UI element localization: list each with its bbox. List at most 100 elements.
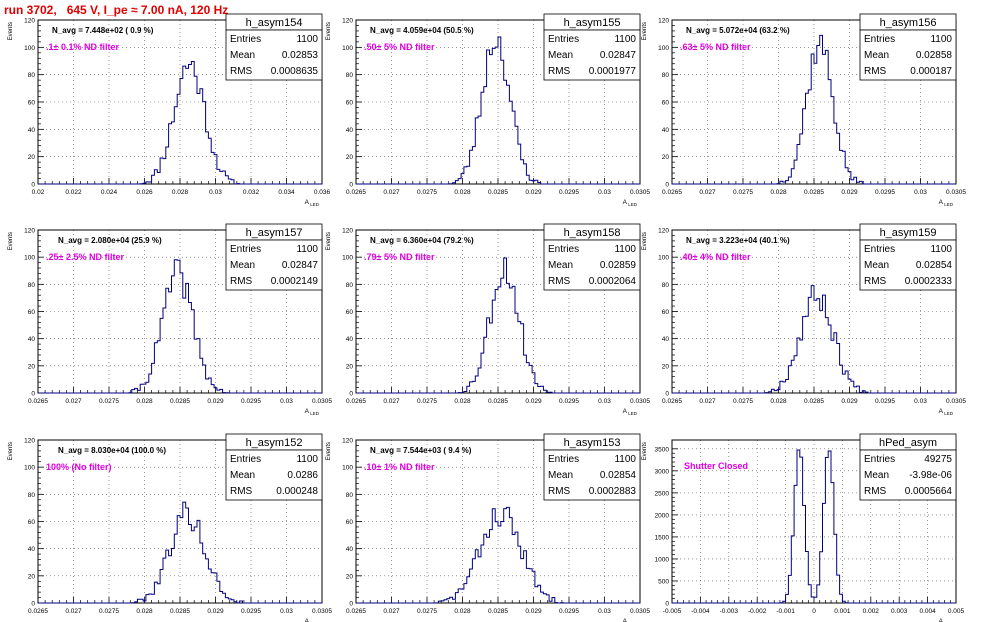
x-tick-label: 0.003 (891, 608, 908, 615)
x-tick-label: 0.027 (383, 398, 400, 405)
n-avg-label: N_avg = 6.360e+04 (79.2 %) (370, 236, 474, 245)
n-avg-label: N_avg = 4.059e+04 (50.5 %) (370, 26, 474, 35)
stats-body-frame (859, 29, 957, 81)
x-tick-label: 0.028 (136, 398, 153, 405)
y-tick-label: 0 (665, 182, 669, 189)
x-tick-label: 0.028 (454, 398, 471, 405)
y-tick-label: 0 (349, 391, 353, 398)
x-tick-label: 0.03 (598, 189, 611, 196)
x-tick-label: 0.029 (207, 398, 224, 405)
x-tick-label: 0.02 (32, 189, 45, 196)
y-tick-label: 40 (28, 127, 36, 134)
n-avg-label: N_avg = 7.448e+02 ( 0.9 %) (52, 26, 154, 35)
x-tick-label: 0.0305 (630, 608, 650, 615)
filter-annotation: .25± 2.5% ND filter (46, 252, 124, 262)
y-tick-label: 0 (31, 182, 35, 189)
x-tick-label: 0.0285 (488, 398, 508, 405)
y-tick-label: 60 (662, 100, 670, 107)
x-tick-label: 0.0295 (241, 608, 261, 615)
y-tick-label: 40 (346, 336, 354, 343)
stats-label-entries: Entries (548, 454, 579, 465)
y-axis-title: Events (642, 442, 648, 460)
n-avg-label: N_avg = 7.544e+03 ( 9.4 %) (370, 446, 472, 455)
x-tick-label: 0.03 (598, 398, 611, 405)
n-avg-label: N_avg = 8.030e+04 (100.0 %) (58, 446, 166, 455)
x-tick-label: 0 (812, 608, 816, 615)
x-tick-label: 0.027 (383, 189, 400, 196)
x-tick-label: 0.034 (278, 189, 295, 196)
stats-value-mean: 0.02847 (282, 260, 319, 271)
stats-value-entries: 1100 (296, 34, 318, 45)
x-tick-label: 0.024 (101, 189, 118, 196)
x-axis-title: A LED (939, 199, 954, 207)
stats-body-frame (543, 239, 641, 291)
stats-label-entries: Entries (864, 34, 895, 45)
panel-h_asym156: 0.0265 0.027 0.0275 0.028 0.0285 0.029 0.0295 0… (642, 13, 966, 207)
y-tick-label: 40 (28, 336, 36, 343)
stats-value-entries: 1100 (930, 244, 952, 255)
y-tick-label: 120 (24, 438, 35, 445)
stats-label-mean: Mean (230, 470, 255, 481)
y-tick-label: 40 (346, 546, 354, 553)
stats-label-entries: Entries (230, 34, 261, 45)
stats-box: h_asym158 Entries 1100 Mean 0.02859 RMS 0.0002… (543, 223, 641, 291)
y-tick-label: 40 (346, 127, 354, 134)
x-tick-label: 0.0265 (346, 189, 366, 196)
stats-title: hPed_asym (879, 437, 937, 449)
x-tick-label: 0.028 (136, 608, 153, 615)
stats-body-frame (859, 239, 957, 291)
stats-value-entries: 1100 (296, 454, 318, 465)
y-tick-label: 100 (342, 45, 353, 52)
y-axis-title: Events (326, 232, 332, 250)
stats-title: h_asym159 (880, 227, 937, 239)
stats-value-rms: 0.0002149 (271, 276, 319, 287)
stats-label-entries: Entries (230, 244, 261, 255)
stats-value-rms: 0.0002883 (589, 486, 637, 497)
stats-label-rms: RMS (864, 276, 887, 287)
x-tick-label: 0.0265 (346, 398, 366, 405)
stats-label-mean: Mean (548, 260, 573, 271)
filter-annotation: .1± 0.1% ND filter (46, 42, 119, 52)
page-title: run 3702, 645 V, I_pe ≈ 7.00 nA, 120 Hz (4, 3, 229, 17)
stats-title: h_asym156 (880, 17, 937, 29)
stats-value-entries: 1100 (614, 454, 636, 465)
y-axis-title: Events (642, 232, 648, 250)
x-axis-title: A LED (939, 408, 954, 416)
y-tick-label: 20 (662, 154, 670, 161)
y-tick-label: 20 (346, 363, 354, 370)
stats-value-rms: 0.0002064 (589, 276, 637, 287)
stats-value-rms: 0.0005664 (905, 486, 953, 497)
x-tick-label: 0.0295 (559, 608, 579, 615)
y-tick-label: 40 (28, 546, 36, 553)
x-tick-label: 0.029 (207, 608, 224, 615)
stats-value-mean: 0.02847 (600, 50, 637, 61)
x-tick-label: 0.0305 (946, 398, 966, 405)
x-tick-label: 0.0275 (417, 189, 437, 196)
stats-value-rms: 0.0008635 (271, 66, 319, 77)
y-tick-label: 20 (28, 154, 36, 161)
x-tick-label: 0.0265 (662, 189, 682, 196)
x-tick-label: 0.029 (841, 189, 858, 196)
x-tick-label: 0.0265 (662, 398, 682, 405)
y-tick-label: 80 (28, 72, 36, 79)
stats-body-frame (225, 239, 323, 291)
stats-label-mean: Mean (864, 50, 889, 61)
y-tick-label: 60 (346, 519, 354, 526)
stats-value-rms: 0.000248 (276, 486, 318, 497)
stats-value-entries: 49275 (924, 454, 952, 465)
y-tick-label: 60 (346, 309, 354, 316)
y-tick-label: 100 (342, 255, 353, 262)
y-tick-label: 120 (24, 228, 35, 235)
stats-title: h_asym153 (564, 437, 621, 449)
x-axis-title: A LED (623, 199, 638, 207)
x-axis-title: A LED (939, 618, 954, 622)
stats-box: h_asym159 Entries 1100 Mean 0.02854 RMS 0.0002… (859, 223, 957, 291)
y-tick-label: 120 (342, 438, 353, 445)
stats-label-mean: Mean (864, 260, 889, 271)
stats-label-rms: RMS (548, 66, 571, 77)
y-tick-label: 100 (658, 45, 669, 52)
x-tick-label: 0.0295 (875, 189, 895, 196)
x-tick-label: 0.0305 (630, 398, 650, 405)
x-tick-label: 0.0275 (417, 398, 437, 405)
